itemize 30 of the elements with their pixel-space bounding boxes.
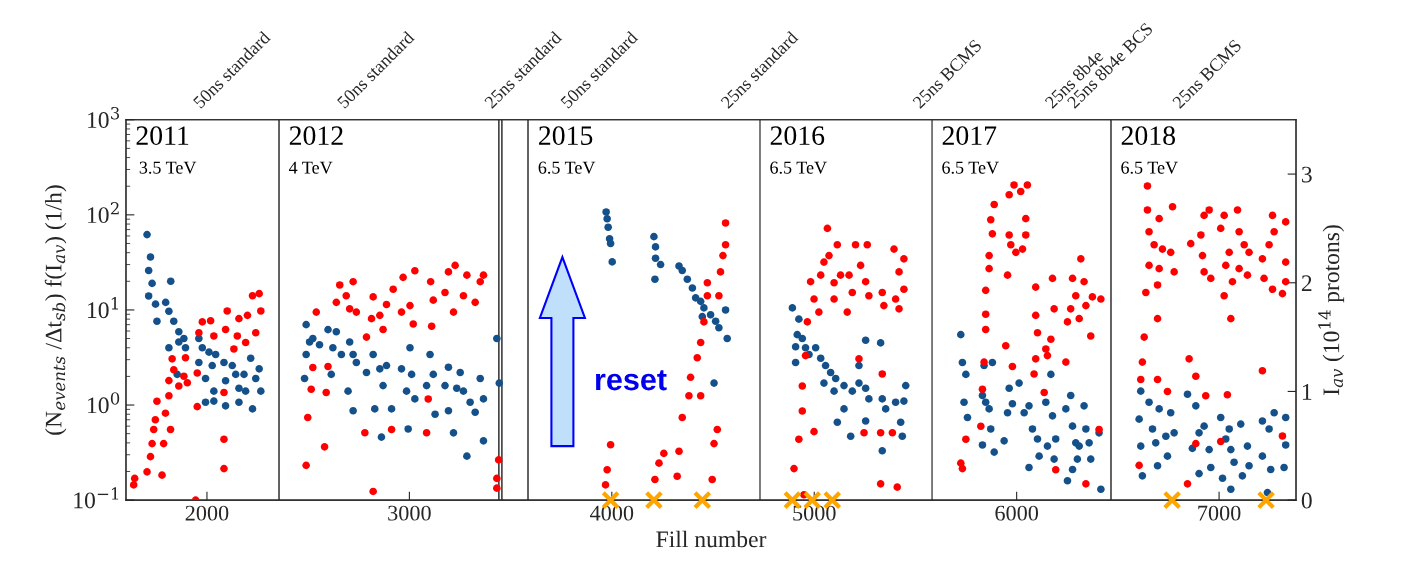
annotation: reset <box>596 370 667 391</box>
y-tick-label: 10$^{2}$ <box>88 202 119 224</box>
annotation: 2015 <box>539 126 593 145</box>
x-tick-label: 7000 <box>1198 505 1241 521</box>
x-tick-label: 3000 <box>388 505 431 521</box>
y-tick-label: 10$^{0}$ <box>88 392 120 414</box>
y-tick-label: 10$^{1}$ <box>88 297 118 319</box>
y2-tick-label: 1 <box>1302 384 1312 400</box>
x-tick-label: 4000 <box>590 505 634 521</box>
annotation: 3.5 TeV <box>139 161 197 174</box>
annotation: 2016 <box>770 126 825 145</box>
y2-tick-label: 2 <box>1301 275 1312 291</box>
y-tick-label: 10$^{−1}$ <box>74 487 119 509</box>
annotation: 6.5 TeV <box>1121 161 1178 174</box>
x-axis-title: Fill number <box>656 530 767 548</box>
annotation: 4 TeV <box>288 161 333 174</box>
annotation: 6.5 TeV <box>538 161 596 174</box>
annotation: 2018 <box>1121 126 1175 145</box>
y2-tick-label: 3 <box>1302 166 1312 183</box>
y2-axis-title: I$_{av}$ (10$^{14}$ protons) <box>1318 225 1345 396</box>
annotation: 6.5 TeV <box>770 161 827 174</box>
annotation: 2011 <box>136 126 189 145</box>
y-tick-label: 10$^{3}$ <box>88 106 120 128</box>
x-tick-label: 6000 <box>995 505 1039 521</box>
annotation: 2017 <box>942 126 997 145</box>
annotation: 6.5 TeV <box>942 161 999 174</box>
y-axis-title: (N$_{events}$ /Δt$_{sb}$) f(I$_{av}$) (1/h) <box>44 185 67 435</box>
annotation: 2012 <box>289 126 343 145</box>
x-tick-label: 2000 <box>185 505 229 521</box>
y2-tick-label: 0 <box>1301 492 1312 509</box>
